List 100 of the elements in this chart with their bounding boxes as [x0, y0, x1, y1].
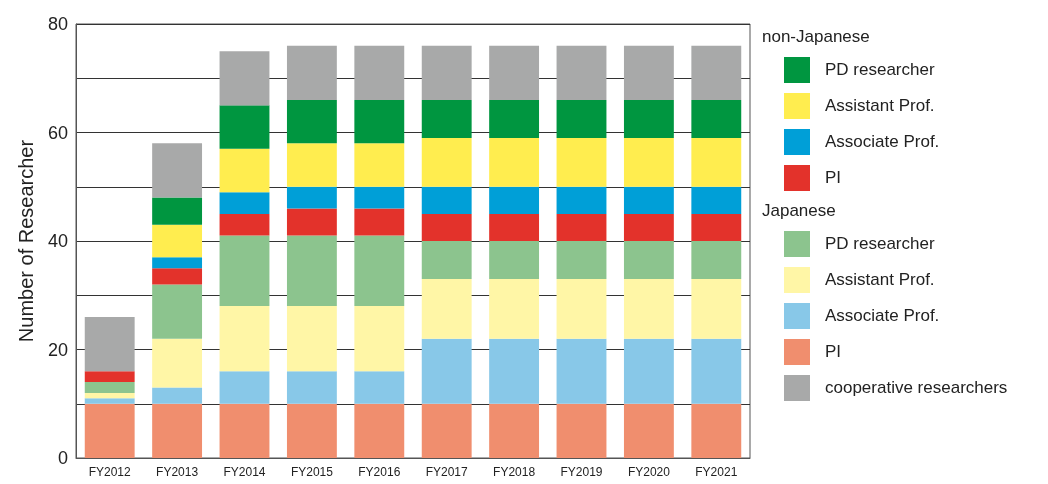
bar: [152, 224, 203, 258]
bar: [152, 268, 203, 285]
bar: [623, 403, 674, 458]
y-tick-label: 40: [47, 231, 68, 251]
bar: [691, 403, 742, 458]
x-tick-label: FY2019: [560, 465, 603, 479]
x-tick-label: FY2014: [223, 465, 266, 479]
bar: [691, 338, 742, 404]
legend-label: PD researcher: [825, 60, 935, 80]
legend-label: PD researcher: [825, 234, 935, 254]
bar: [421, 338, 472, 404]
bar: [152, 338, 203, 388]
bar: [219, 403, 270, 458]
bar: [691, 137, 742, 187]
y-tick-label: 60: [47, 122, 68, 143]
bar: [556, 186, 607, 214]
bar: [421, 241, 472, 279]
bar: [354, 235, 405, 307]
bar: [691, 241, 742, 279]
bar: [219, 371, 270, 404]
bar: [286, 45, 337, 100]
legend-label: Associate Prof.: [825, 132, 940, 152]
bar: [489, 45, 540, 100]
bar: [219, 192, 270, 214]
bar: [219, 306, 270, 372]
bar: [286, 99, 337, 144]
bar: [556, 45, 607, 100]
y-tick-label: 20: [47, 339, 68, 360]
bar: [489, 403, 540, 458]
y-tick-label: 80: [47, 14, 68, 34]
text: Japanese: [762, 200, 837, 222]
bar: [84, 371, 135, 383]
bar: [354, 143, 405, 187]
bar: [556, 278, 607, 339]
bar: [556, 99, 607, 138]
bar: [421, 45, 472, 100]
bar: [152, 403, 203, 458]
bar: [489, 213, 540, 241]
bar: [286, 208, 337, 236]
bar: [286, 186, 337, 209]
bar: [354, 186, 405, 209]
bar: [691, 99, 742, 138]
bar: [219, 148, 270, 193]
x-tick-label: FY2017: [425, 465, 469, 479]
bar: [421, 213, 472, 241]
x-tick-label: FY2013: [156, 465, 199, 479]
bar: [489, 241, 540, 279]
bar: [421, 403, 472, 458]
bar: [152, 284, 203, 339]
bar: [623, 186, 674, 214]
bar: [286, 403, 337, 458]
bar: [84, 316, 135, 372]
bar: [691, 186, 742, 214]
x-tick-label: FY2016: [358, 465, 401, 479]
bar: [623, 45, 674, 100]
bar: [489, 137, 540, 187]
bar: [354, 403, 405, 458]
bar: [691, 45, 742, 100]
bar: [691, 278, 742, 339]
bar: [623, 99, 674, 138]
bar: [219, 51, 270, 106]
bar: [152, 143, 203, 198]
bar: [623, 278, 674, 339]
bar: [556, 403, 607, 458]
bar: [623, 241, 674, 279]
bar: [152, 387, 203, 404]
x-tick-label: FY2020: [627, 465, 671, 479]
legend-label: PI: [825, 168, 842, 188]
bar: [219, 235, 270, 307]
bar: [623, 213, 674, 241]
y-tick-label: 0: [57, 448, 68, 468]
bar: [354, 208, 405, 236]
bar: [489, 278, 540, 339]
bar: [286, 306, 337, 372]
bar: [354, 45, 405, 100]
x-tick-label: FY2021: [695, 465, 738, 479]
bar: [489, 186, 540, 214]
bar: [556, 241, 607, 279]
bar: [421, 99, 472, 138]
y-axis-title: Number of Researcher: [15, 139, 37, 343]
text: non-Japanese: [762, 26, 871, 48]
bar: [84, 398, 135, 404]
legend-label: cooperative researchers: [825, 378, 1008, 398]
bar: [556, 137, 607, 187]
bar: [691, 213, 742, 241]
bar: [286, 143, 337, 187]
bar: [152, 257, 203, 269]
bar: [489, 338, 540, 404]
bar: [286, 371, 337, 404]
legend-label: Assistant Prof.: [825, 270, 935, 290]
x-tick-label: FY2018: [493, 465, 536, 479]
bar: [421, 278, 472, 339]
bar: [84, 403, 135, 458]
bar: [219, 213, 270, 236]
legend-label: Assistant Prof.: [825, 96, 935, 116]
legend-label: PI: [825, 342, 842, 362]
x-tick-label: FY2015: [290, 465, 334, 479]
bar: [489, 99, 540, 138]
x-tick-label: FY2012: [88, 465, 132, 479]
bar: [623, 137, 674, 187]
